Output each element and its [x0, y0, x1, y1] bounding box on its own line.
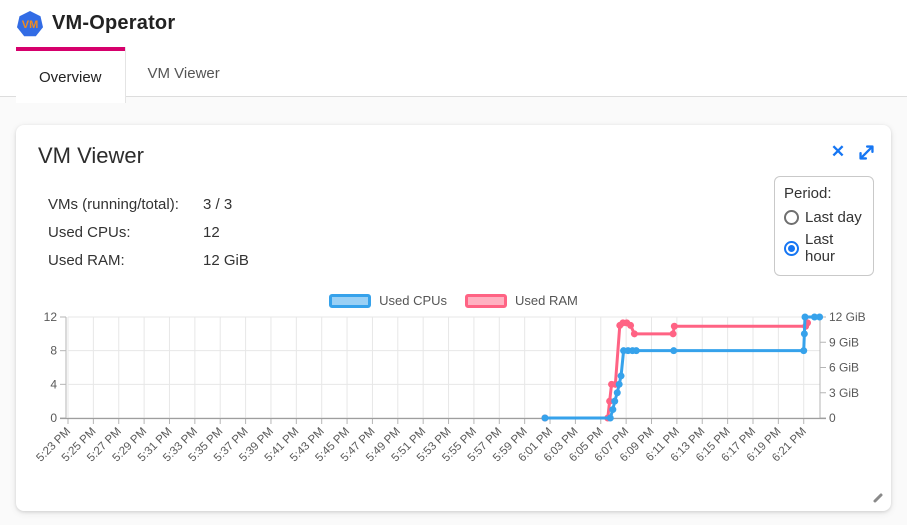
expand-button[interactable] — [857, 143, 875, 161]
legend-item-used-cpus[interactable]: Used CPUs — [329, 293, 447, 308]
legend-item-used-ram[interactable]: Used RAM — [465, 293, 578, 308]
legend-label: Used CPUs — [379, 293, 448, 308]
data-point-used-cpus[interactable] — [611, 397, 619, 405]
y-axis-label-left: 0 — [50, 411, 57, 425]
radio-last-hour[interactable]: Last hour — [784, 231, 865, 265]
y-axis-label-left: 12 — [44, 310, 58, 324]
y-axis-label-left: 8 — [50, 344, 57, 358]
tab-vm-viewer-label: VM Viewer — [147, 65, 220, 82]
radio-last-day[interactable]: Last day — [784, 209, 865, 226]
stat-value: 12 — [203, 224, 220, 241]
stat-label: Used RAM: — [48, 252, 125, 269]
data-point-used-cpus[interactable] — [816, 313, 824, 321]
radio-circle-icon[interactable] — [784, 210, 799, 225]
expand-icon — [858, 144, 874, 160]
data-point-used-ram[interactable] — [630, 330, 638, 338]
stat-row-vms: VMs (running/total): 3 / 3 — [48, 191, 891, 219]
data-point-used-ram[interactable] — [670, 322, 678, 330]
tab-vm-viewer[interactable]: VM Viewer — [125, 47, 243, 96]
data-point-used-cpus[interactable] — [609, 406, 617, 414]
chart-svg: 5:23 PM5:25 PM5:27 PM5:29 PM5:31 PM5:33 … — [34, 310, 866, 464]
app-logo-icon: VM — [17, 10, 43, 36]
tab-bar: Overview VM Viewer — [0, 47, 907, 103]
y-axis-label-right: 0 — [829, 411, 836, 425]
data-point-used-cpus[interactable] — [801, 313, 809, 321]
vm-viewer-card: VM Viewer ✕ VMs (running/total): 3 / 3 U… — [16, 125, 891, 511]
logo-text: VM — [22, 19, 39, 31]
radio-last-day-label: Last day — [805, 209, 862, 226]
stat-value: 3 / 3 — [203, 196, 233, 213]
data-point-used-cpus[interactable] — [632, 347, 640, 355]
y-axis-label-right: 6 GiB — [829, 361, 859, 375]
tab-overview[interactable]: Overview — [16, 47, 125, 103]
data-point-used-cpus[interactable] — [606, 414, 614, 422]
app-header: VM VM-Operator — [0, 0, 907, 47]
data-point-used-cpus[interactable] — [670, 347, 678, 355]
period-radio-group: Period: Last day Last hour — [774, 176, 874, 276]
data-point-used-cpus[interactable] — [800, 347, 808, 355]
stat-label: Used CPUs: — [48, 224, 131, 241]
data-point-used-cpus[interactable] — [617, 372, 625, 380]
data-point-used-cpus[interactable] — [615, 380, 623, 388]
data-point-used-cpus[interactable] — [613, 389, 621, 397]
y-axis-label-right: 9 GiB — [829, 335, 859, 349]
series-line-used-ram — [543, 321, 810, 420]
card-title: VM Viewer — [38, 143, 144, 168]
data-point-used-cpus[interactable] — [541, 414, 549, 422]
data-point-used-cpus[interactable] — [811, 313, 819, 321]
period-label: Period: — [784, 185, 832, 202]
stat-row-ram: Used RAM: 12 GiB — [48, 247, 891, 275]
stats-list: VMs (running/total): 3 / 3 Used CPUs: 12… — [48, 191, 891, 275]
chart-legend: Used CPUs Used RAM — [16, 293, 891, 308]
y-axis-label-right: 12 GiB — [829, 310, 866, 324]
page-title: VM-Operator — [52, 12, 176, 34]
y-axis-label-right: 3 GiB — [829, 386, 859, 400]
data-point-used-ram[interactable] — [606, 397, 614, 405]
page-content: VM Viewer ✕ VMs (running/total): 3 / 3 U… — [0, 97, 907, 511]
logo-heptagon — [17, 10, 43, 36]
data-point-used-ram[interactable] — [669, 330, 677, 338]
stat-row-cpus: Used CPUs: 12 — [48, 219, 891, 247]
stat-label: VMs (running/total): — [48, 196, 179, 213]
data-point-used-cpus[interactable] — [800, 330, 808, 338]
card-actions: ✕ — [829, 143, 875, 161]
stat-value: 12 GiB — [203, 252, 249, 269]
legend-label: Used RAM — [515, 293, 578, 308]
data-point-used-ram[interactable] — [627, 321, 635, 329]
resize-handle-icon[interactable] — [870, 490, 886, 506]
legend-swatch-used-ram — [465, 293, 508, 308]
y-axis-label-left: 4 — [50, 377, 57, 391]
close-button[interactable]: ✕ — [829, 143, 847, 161]
legend-swatch-used-cpus — [329, 293, 372, 308]
radio-circle-icon[interactable] — [784, 240, 799, 256]
close-icon: ✕ — [830, 142, 846, 161]
radio-last-hour-label: Last hour — [805, 231, 836, 265]
tab-overview-label: Overview — [39, 68, 102, 86]
